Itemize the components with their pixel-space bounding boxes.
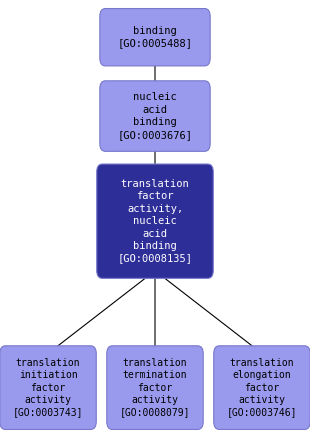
FancyBboxPatch shape bbox=[0, 346, 96, 429]
Text: translation
elongation
factor
activity
[GO:0003746]: translation elongation factor activity [… bbox=[227, 358, 297, 417]
FancyBboxPatch shape bbox=[107, 346, 203, 429]
Text: binding
[GO:0005488]: binding [GO:0005488] bbox=[117, 26, 193, 49]
FancyBboxPatch shape bbox=[214, 346, 310, 429]
FancyBboxPatch shape bbox=[97, 164, 213, 279]
Text: translation
termination
factor
activity
[GO:0008079]: translation termination factor activity … bbox=[120, 358, 190, 417]
FancyBboxPatch shape bbox=[100, 81, 210, 152]
Text: nucleic
acid
binding
[GO:0003676]: nucleic acid binding [GO:0003676] bbox=[117, 92, 193, 140]
Text: translation
factor
activity,
nucleic
acid
binding
[GO:0008135]: translation factor activity, nucleic aci… bbox=[117, 179, 193, 263]
Text: translation
initiation
factor
activity
[GO:0003743]: translation initiation factor activity [… bbox=[13, 358, 83, 417]
FancyBboxPatch shape bbox=[100, 9, 210, 66]
